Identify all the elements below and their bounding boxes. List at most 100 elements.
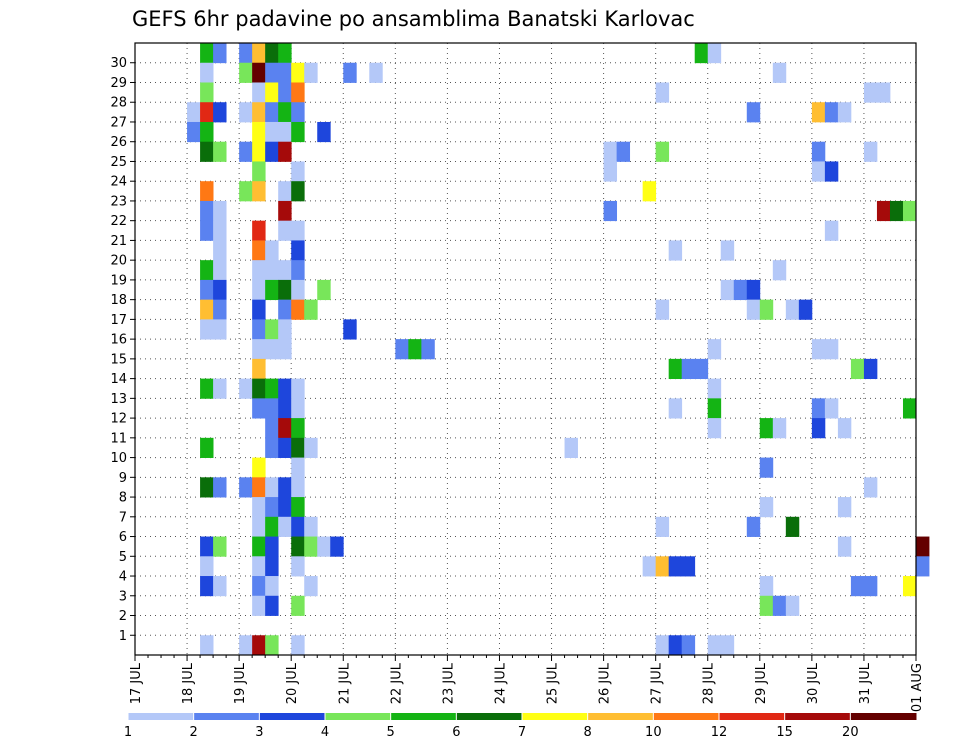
y-tick-label: 13 xyxy=(110,392,127,407)
heatmap-cell xyxy=(304,516,318,537)
heatmap-cell xyxy=(603,161,618,182)
heatmap-cell xyxy=(265,477,279,498)
heatmap-cell xyxy=(759,418,774,439)
heatmap-cell xyxy=(278,121,292,143)
heatmap-cell xyxy=(668,358,683,380)
heatmap-cell xyxy=(863,141,878,162)
heatmap-cell xyxy=(265,82,279,103)
heatmap-cell xyxy=(720,635,735,656)
heatmap-cell xyxy=(317,536,331,557)
heatmap-cell xyxy=(902,398,917,419)
heatmap-cell xyxy=(239,378,253,399)
heatmap-cell xyxy=(291,595,305,616)
heatmap-cell xyxy=(720,279,735,301)
heatmap-cell xyxy=(200,576,214,597)
colorbar-label: 4 xyxy=(321,725,329,740)
y-tick-label: 29 xyxy=(110,76,127,91)
heatmap-cell xyxy=(343,62,357,83)
heatmap-cell xyxy=(278,437,292,458)
heatmap-cell xyxy=(252,497,266,518)
heatmap-cell xyxy=(837,418,852,439)
colorbar-segment xyxy=(259,713,326,720)
heatmap-cell xyxy=(291,220,305,241)
heatmap-cell xyxy=(850,576,865,597)
heatmap-cell xyxy=(265,141,279,162)
heatmap-cell xyxy=(772,260,787,281)
y-tick-label: 30 xyxy=(110,56,127,71)
heatmap-cell xyxy=(603,141,618,162)
x-tick-label: 30 JUL xyxy=(806,662,821,704)
heatmap-cell xyxy=(863,82,878,103)
heatmap-cell xyxy=(291,477,305,498)
x-tick-label: 25 JUL xyxy=(546,662,561,704)
heatmap-cell xyxy=(213,536,227,557)
y-tick-label: 6 xyxy=(119,530,127,545)
heatmap-cell xyxy=(655,141,670,162)
heatmap-cell xyxy=(785,516,800,537)
y-tick-label: 16 xyxy=(110,333,127,348)
heatmap-cell xyxy=(772,595,787,616)
heatmap-cell xyxy=(252,102,266,123)
heatmap-cell xyxy=(759,497,774,518)
heatmap-cell xyxy=(252,82,266,103)
heatmap-cell xyxy=(252,556,266,577)
heatmap-cell xyxy=(811,161,826,182)
heatmap-cell xyxy=(252,161,266,182)
heatmap-cell xyxy=(785,595,800,616)
colorbar-segment xyxy=(587,713,654,720)
heatmap-cell xyxy=(291,635,305,656)
heatmap-cell xyxy=(278,339,292,360)
heatmap-cell xyxy=(291,82,305,103)
heatmap-cell xyxy=(252,240,266,261)
heatmap-cell xyxy=(213,102,227,123)
y-tick-label: 28 xyxy=(110,96,127,111)
y-tick-label: 10 xyxy=(110,451,127,466)
heatmap-cell xyxy=(707,339,722,360)
heatmap-cell xyxy=(291,437,305,458)
heatmap-cell xyxy=(291,418,305,439)
heatmap-cell xyxy=(824,398,839,419)
heatmap-cell xyxy=(668,240,683,261)
colorbar-label: 5 xyxy=(387,725,395,740)
heatmap-cell xyxy=(642,556,657,577)
heatmap-cell xyxy=(850,358,865,380)
colorbar-label: 1 xyxy=(124,725,132,740)
heatmap-cell xyxy=(824,102,839,123)
heatmap-cell xyxy=(213,200,227,222)
heatmap-cell xyxy=(291,497,305,518)
y-tick-label: 24 xyxy=(110,175,127,190)
heatmap-cell xyxy=(265,43,279,64)
heatmap-cell xyxy=(252,260,266,281)
heatmap-cell xyxy=(200,437,214,458)
y-tick-label: 11 xyxy=(110,431,127,446)
y-tick-label: 3 xyxy=(119,589,127,604)
heatmap-cell xyxy=(265,121,279,143)
y-tick-label: 19 xyxy=(110,273,127,288)
heatmap-cell xyxy=(265,635,279,656)
heatmap-cell xyxy=(278,477,292,498)
heatmap-cell xyxy=(252,181,266,202)
y-tick-label: 14 xyxy=(110,372,127,387)
heatmap-cell xyxy=(707,635,722,656)
heatmap-cell xyxy=(200,299,214,320)
heatmap-cell xyxy=(200,220,214,241)
heatmap-cell xyxy=(291,260,305,281)
heatmap-cell xyxy=(902,576,917,597)
heatmap-cell xyxy=(252,299,266,320)
heatmap-cell xyxy=(720,240,735,261)
heatmap-cell xyxy=(252,477,266,498)
heatmap-cell xyxy=(239,62,253,83)
heatmap-cell xyxy=(265,437,279,458)
heatmap-cell xyxy=(265,279,279,301)
heatmap-cell xyxy=(265,62,279,83)
heatmap-cell xyxy=(733,279,748,301)
heatmap-cell xyxy=(200,279,214,301)
y-tick-label: 9 xyxy=(119,471,127,486)
heatmap-cell xyxy=(265,536,279,557)
heatmap-cell xyxy=(213,576,227,597)
x-axis: 17 JUL 18 JUL 19 JUL 20 JUL 21 JUL 22 JUL 23 J… xyxy=(129,655,925,712)
y-tick-label: 12 xyxy=(110,412,127,427)
x-tick-label: 27 JUL xyxy=(650,662,665,704)
colorbar-segment xyxy=(390,713,457,720)
colorbar-segment xyxy=(719,713,786,720)
